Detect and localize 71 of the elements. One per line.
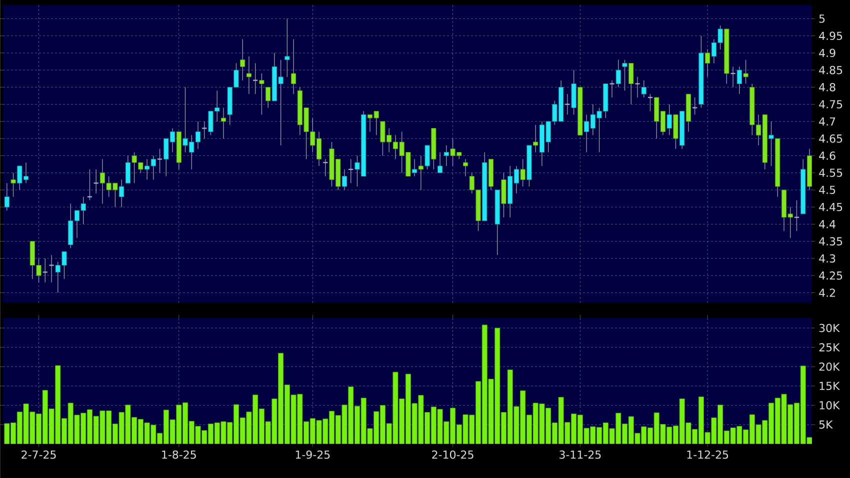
y-tick-label: 4.8 [819, 83, 836, 92]
candlestick [4, 182, 10, 211]
candlestick [520, 158, 526, 187]
candlestick [125, 155, 130, 184]
y-tick-label: 4.9 [819, 48, 836, 58]
candlestick [564, 94, 570, 115]
y-tick-label: 4.85 [819, 66, 842, 74]
x-tick-label: 1-12-25 [687, 450, 728, 459]
y-tick-label: 25K [819, 343, 840, 352]
y-tick-label: 4.5 [819, 186, 836, 194]
y-tick-label: 4.45 [819, 203, 842, 212]
candlestick [284, 18, 290, 78]
y-tick-label: 4.3 [819, 254, 836, 263]
x-tick-label: 2-10-25 [432, 450, 474, 459]
candlestick [252, 62, 258, 94]
y-tick-label: 4.7 [819, 117, 836, 126]
y-tick-label: 15K [820, 382, 840, 390]
candlestick [48, 254, 54, 283]
y-tick-label: 4.35 [819, 237, 842, 246]
candlestick [794, 200, 800, 232]
y-tick-label: 4.55 [819, 168, 842, 177]
candlestick [266, 86, 271, 108]
candlestick [622, 59, 628, 91]
candlestick [705, 49, 710, 78]
candlestick [291, 38, 296, 94]
candlestick [609, 80, 615, 98]
candlestick [444, 145, 449, 166]
y-tick-label: 5K [819, 420, 833, 429]
candlestick [246, 56, 252, 94]
candlestick [462, 158, 468, 177]
y-tick-label: 4.95 [819, 32, 842, 40]
candlestick [10, 172, 16, 198]
y-tick-label: 30K [819, 324, 840, 332]
y-tick-label: 20K [819, 362, 840, 371]
y-tick-label: 4.2 [819, 288, 835, 297]
y-tick-label: 4.75 [819, 100, 842, 108]
y-tick-label: 4.65 [819, 134, 842, 143]
candlestick [641, 80, 646, 98]
candlestick [119, 179, 124, 208]
candlestick [424, 145, 430, 170]
candlestick [533, 124, 538, 153]
y-tick-label: 4.4 [819, 220, 836, 228]
y-tick-label: 10K [820, 401, 840, 410]
y-tick-label: 4.6 [819, 152, 836, 160]
candlestick [412, 158, 418, 177]
candlestick [736, 66, 742, 94]
candlestick [616, 59, 621, 88]
x-tick-label: 1-8-25 [162, 450, 196, 459]
candlestick [743, 59, 748, 84]
candlestick [259, 73, 264, 115]
x-tick-label: 3-11-25 [560, 450, 601, 459]
candlestick [666, 104, 672, 136]
candlestick [501, 172, 506, 218]
candlestick [201, 121, 208, 139]
y-tick-label: 5 [819, 14, 825, 23]
candlestick [220, 107, 226, 139]
candlestick [240, 38, 246, 81]
candlestick [673, 114, 678, 150]
candlestick [571, 70, 576, 115]
candlestick [692, 97, 698, 115]
candlestick [628, 62, 634, 105]
candlestick [342, 169, 348, 190]
candlestick [438, 152, 443, 174]
candlestick [634, 76, 640, 98]
x-tick-label: 2-7-25 [22, 450, 56, 459]
candlestick [86, 169, 93, 201]
y-tick-label: 4.25 [819, 271, 842, 280]
candlestick [768, 121, 774, 166]
candlestick [418, 155, 424, 190]
candlestick [730, 66, 736, 88]
x-tick-label: 1-9-25 [296, 450, 330, 459]
